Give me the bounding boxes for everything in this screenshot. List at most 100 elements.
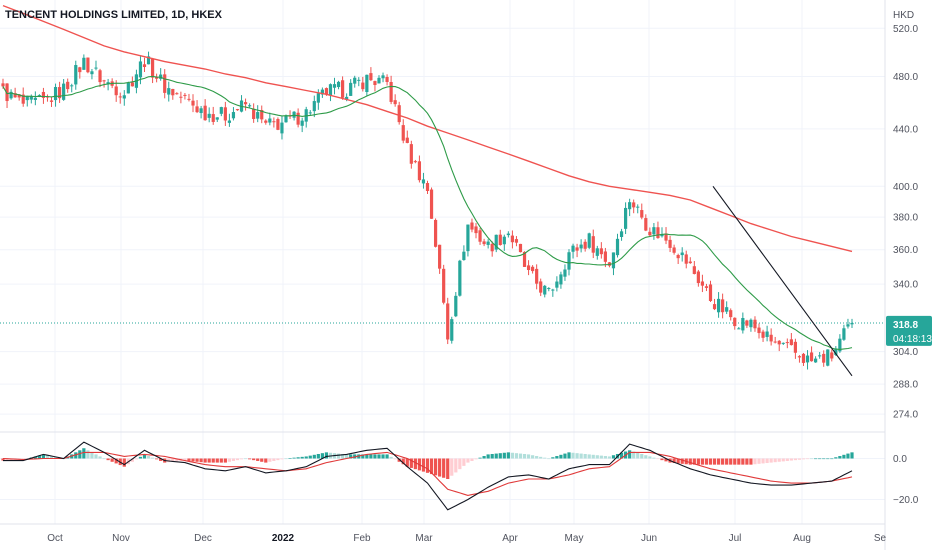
- histogram-bar: [838, 456, 842, 459]
- histogram-bar: [539, 456, 543, 459]
- trendline-segment[interactable]: [712, 185, 853, 377]
- candle-body: [421, 179, 426, 184]
- histogram-bar: [442, 458, 446, 478]
- candle-body: [696, 271, 700, 284]
- histogram-bar: [223, 458, 227, 463]
- histogram-bar: [155, 458, 159, 460]
- candle-body: [846, 324, 850, 327]
- candle-body: [454, 295, 458, 317]
- histogram-bar: [381, 454, 385, 459]
- candle-body: [292, 111, 296, 118]
- candle-body: [349, 82, 353, 96]
- histogram-bar: [300, 456, 304, 459]
- candle-body: [341, 80, 345, 98]
- histogram-bar: [644, 455, 648, 459]
- histogram-bar: [555, 456, 559, 459]
- histogram-bar: [535, 456, 539, 459]
- candle-body: [599, 248, 603, 255]
- histogram-bar: [822, 458, 826, 460]
- histogram-bar: [33, 456, 37, 459]
- histogram-bar: [86, 450, 90, 459]
- candle-body: [551, 289, 555, 291]
- histogram-bar: [486, 454, 490, 459]
- histogram-bar: [826, 458, 830, 460]
- candle-body: [86, 57, 90, 73]
- histogram-bar: [405, 458, 409, 467]
- histogram-bar: [454, 458, 458, 473]
- histogram-bar: [413, 458, 417, 470]
- histogram-bar: [510, 452, 514, 459]
- last-price-badge: 318.8 04:18:13: [886, 315, 932, 346]
- candle-body: [9, 91, 13, 99]
- candle-body: [122, 95, 126, 99]
- ma-short-line: [2, 75, 853, 350]
- histogram-bar: [361, 454, 365, 459]
- histogram-bar: [652, 457, 656, 459]
- histogram-bar: [603, 456, 607, 459]
- histogram-bar: [336, 453, 341, 459]
- candle-body: [619, 231, 624, 237]
- histogram-bar: [462, 458, 466, 466]
- histogram-bar: [781, 458, 785, 462]
- histogram-bar: [150, 457, 155, 459]
- histogram-bar: [5, 458, 9, 461]
- histogram-bar: [466, 458, 470, 463]
- histogram-bar: [660, 458, 664, 461]
- histogram-bar: [365, 454, 369, 459]
- histogram-bar: [284, 458, 288, 460]
- histogram-bar: [385, 454, 389, 459]
- histogram-bar: [818, 458, 822, 460]
- histogram-bar: [696, 458, 700, 465]
- candle-body: [66, 81, 70, 90]
- candle-body: [636, 206, 640, 208]
- histogram-bar: [292, 457, 296, 459]
- histogram-bar: [256, 458, 260, 461]
- histogram-bar: [373, 454, 377, 459]
- moving-averages: [2, 4, 853, 350]
- candle-body: [231, 112, 236, 119]
- candle-body: [324, 88, 329, 95]
- histogram-bar: [146, 456, 151, 459]
- macd-lines: [2, 441, 853, 511]
- candle-body: [260, 110, 264, 120]
- candle-body: [268, 118, 272, 123]
- histogram-bar: [183, 458, 187, 461]
- candle-body: [648, 231, 652, 236]
- candle-body: [163, 74, 167, 93]
- candle-body: [405, 137, 409, 143]
- histogram-bar: [805, 458, 810, 460]
- candle-body: [385, 76, 389, 82]
- candle-body: [45, 96, 50, 98]
- histogram-bar: [49, 456, 54, 459]
- histogram-bar: [377, 454, 381, 459]
- candle-body: [235, 109, 240, 111]
- histogram-bar: [656, 458, 660, 460]
- candle-body: [753, 319, 757, 329]
- histogram-bar: [159, 458, 163, 461]
- candle-body: [332, 84, 337, 88]
- candle-body: [171, 88, 175, 96]
- chart-title: TENCENT HOLDINGS LIMITED, 1D, HKEX: [5, 9, 223, 21]
- candle-body: [628, 202, 632, 210]
- candle-body: [58, 87, 62, 99]
- histogram-bar: [773, 458, 777, 463]
- candle-body: [98, 70, 102, 83]
- candle-body: [805, 355, 810, 363]
- histogram-bar: [716, 458, 721, 465]
- price-axis-ticks: 520.0 480.0 440.0 400.0 380.0 360.0 340.0 304.0…: [893, 24, 919, 506]
- histogram-bar: [676, 458, 680, 464]
- histogram-bar: [304, 456, 308, 459]
- countdown-timer: 04:18:13: [893, 334, 932, 345]
- histogram-bar: [78, 450, 82, 459]
- price-tick-label: 440.0: [893, 124, 918, 135]
- trendline[interactable]: [712, 185, 853, 377]
- candle-body: [563, 269, 567, 277]
- candle-body: [227, 120, 231, 123]
- histogram-bar: [94, 454, 98, 459]
- candle-body: [1, 83, 5, 87]
- price-badge-background: [886, 315, 932, 346]
- histogram-bar: [138, 456, 143, 459]
- candle-body: [316, 93, 320, 103]
